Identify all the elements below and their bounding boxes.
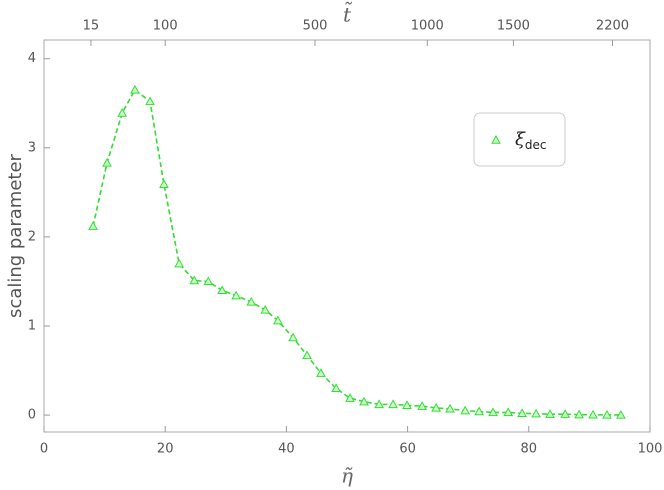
data-point	[130, 84, 140, 94]
data-point	[474, 406, 484, 416]
data-point	[288, 332, 298, 342]
legend-subscript: dec	[525, 138, 547, 152]
y-axis-label: scaling parameter	[5, 153, 26, 317]
data-point	[217, 285, 228, 295]
x-tick-label: 0	[40, 442, 48, 457]
legend-box	[473, 112, 566, 167]
data-point	[145, 96, 155, 106]
x-tick-label: 80	[521, 442, 538, 457]
plot-frame	[43, 39, 651, 433]
data-point	[431, 402, 441, 412]
data-point	[588, 409, 598, 419]
data-point	[88, 221, 98, 230]
data-point	[402, 400, 412, 409]
x-tick-label: 60	[399, 442, 416, 457]
data-point	[488, 407, 498, 417]
y-tick-label: 2	[28, 229, 36, 244]
x-tick-label: 40	[278, 442, 295, 457]
y-tick-label: 3	[28, 140, 36, 155]
data-point	[345, 393, 355, 402]
data-point	[503, 407, 514, 417]
data-point	[174, 258, 184, 268]
data-point	[159, 179, 169, 189]
x2-tick-label: 1500	[497, 19, 530, 34]
data-point	[574, 409, 584, 419]
data-point	[531, 408, 541, 418]
data-point	[417, 401, 427, 410]
data-point	[517, 408, 527, 417]
x-tick-label: 100	[638, 442, 663, 457]
x2-axis-label: t̃	[343, 0, 353, 26]
data-point	[102, 157, 112, 167]
data-point	[388, 399, 398, 409]
x2-tick-label: 1000	[411, 19, 444, 34]
y-tick-label: 0	[28, 408, 36, 423]
data-point	[316, 368, 326, 377]
data-point	[231, 290, 241, 300]
data-point	[260, 304, 271, 314]
data-point	[117, 108, 128, 117]
data-point	[246, 296, 257, 306]
x2-tick-label: 2200	[596, 19, 629, 34]
x2-tick-label: 100	[153, 19, 178, 34]
data-point	[359, 396, 369, 406]
legend-label: ξdec	[515, 129, 547, 152]
data-point	[331, 383, 341, 393]
data-point	[445, 403, 455, 413]
data-point	[560, 409, 571, 418]
data-point	[616, 409, 626, 419]
y-tick-label: 1	[28, 318, 36, 333]
data-point	[203, 276, 214, 286]
data-point	[602, 409, 612, 419]
data-point	[273, 315, 283, 325]
data-point	[374, 399, 384, 409]
x-tick-label: 20	[157, 442, 174, 457]
y-tick-label: 4	[28, 51, 36, 66]
data-point	[460, 405, 471, 415]
data-point	[545, 409, 555, 418]
x2-tick-label: 15	[83, 19, 100, 34]
x-axis-label: η̃	[341, 464, 353, 488]
x2-tick-label: 500	[303, 19, 328, 34]
legend-marker	[491, 134, 501, 144]
data-point	[189, 275, 200, 285]
legend-name: ξ	[515, 129, 526, 150]
data-point	[302, 350, 312, 360]
